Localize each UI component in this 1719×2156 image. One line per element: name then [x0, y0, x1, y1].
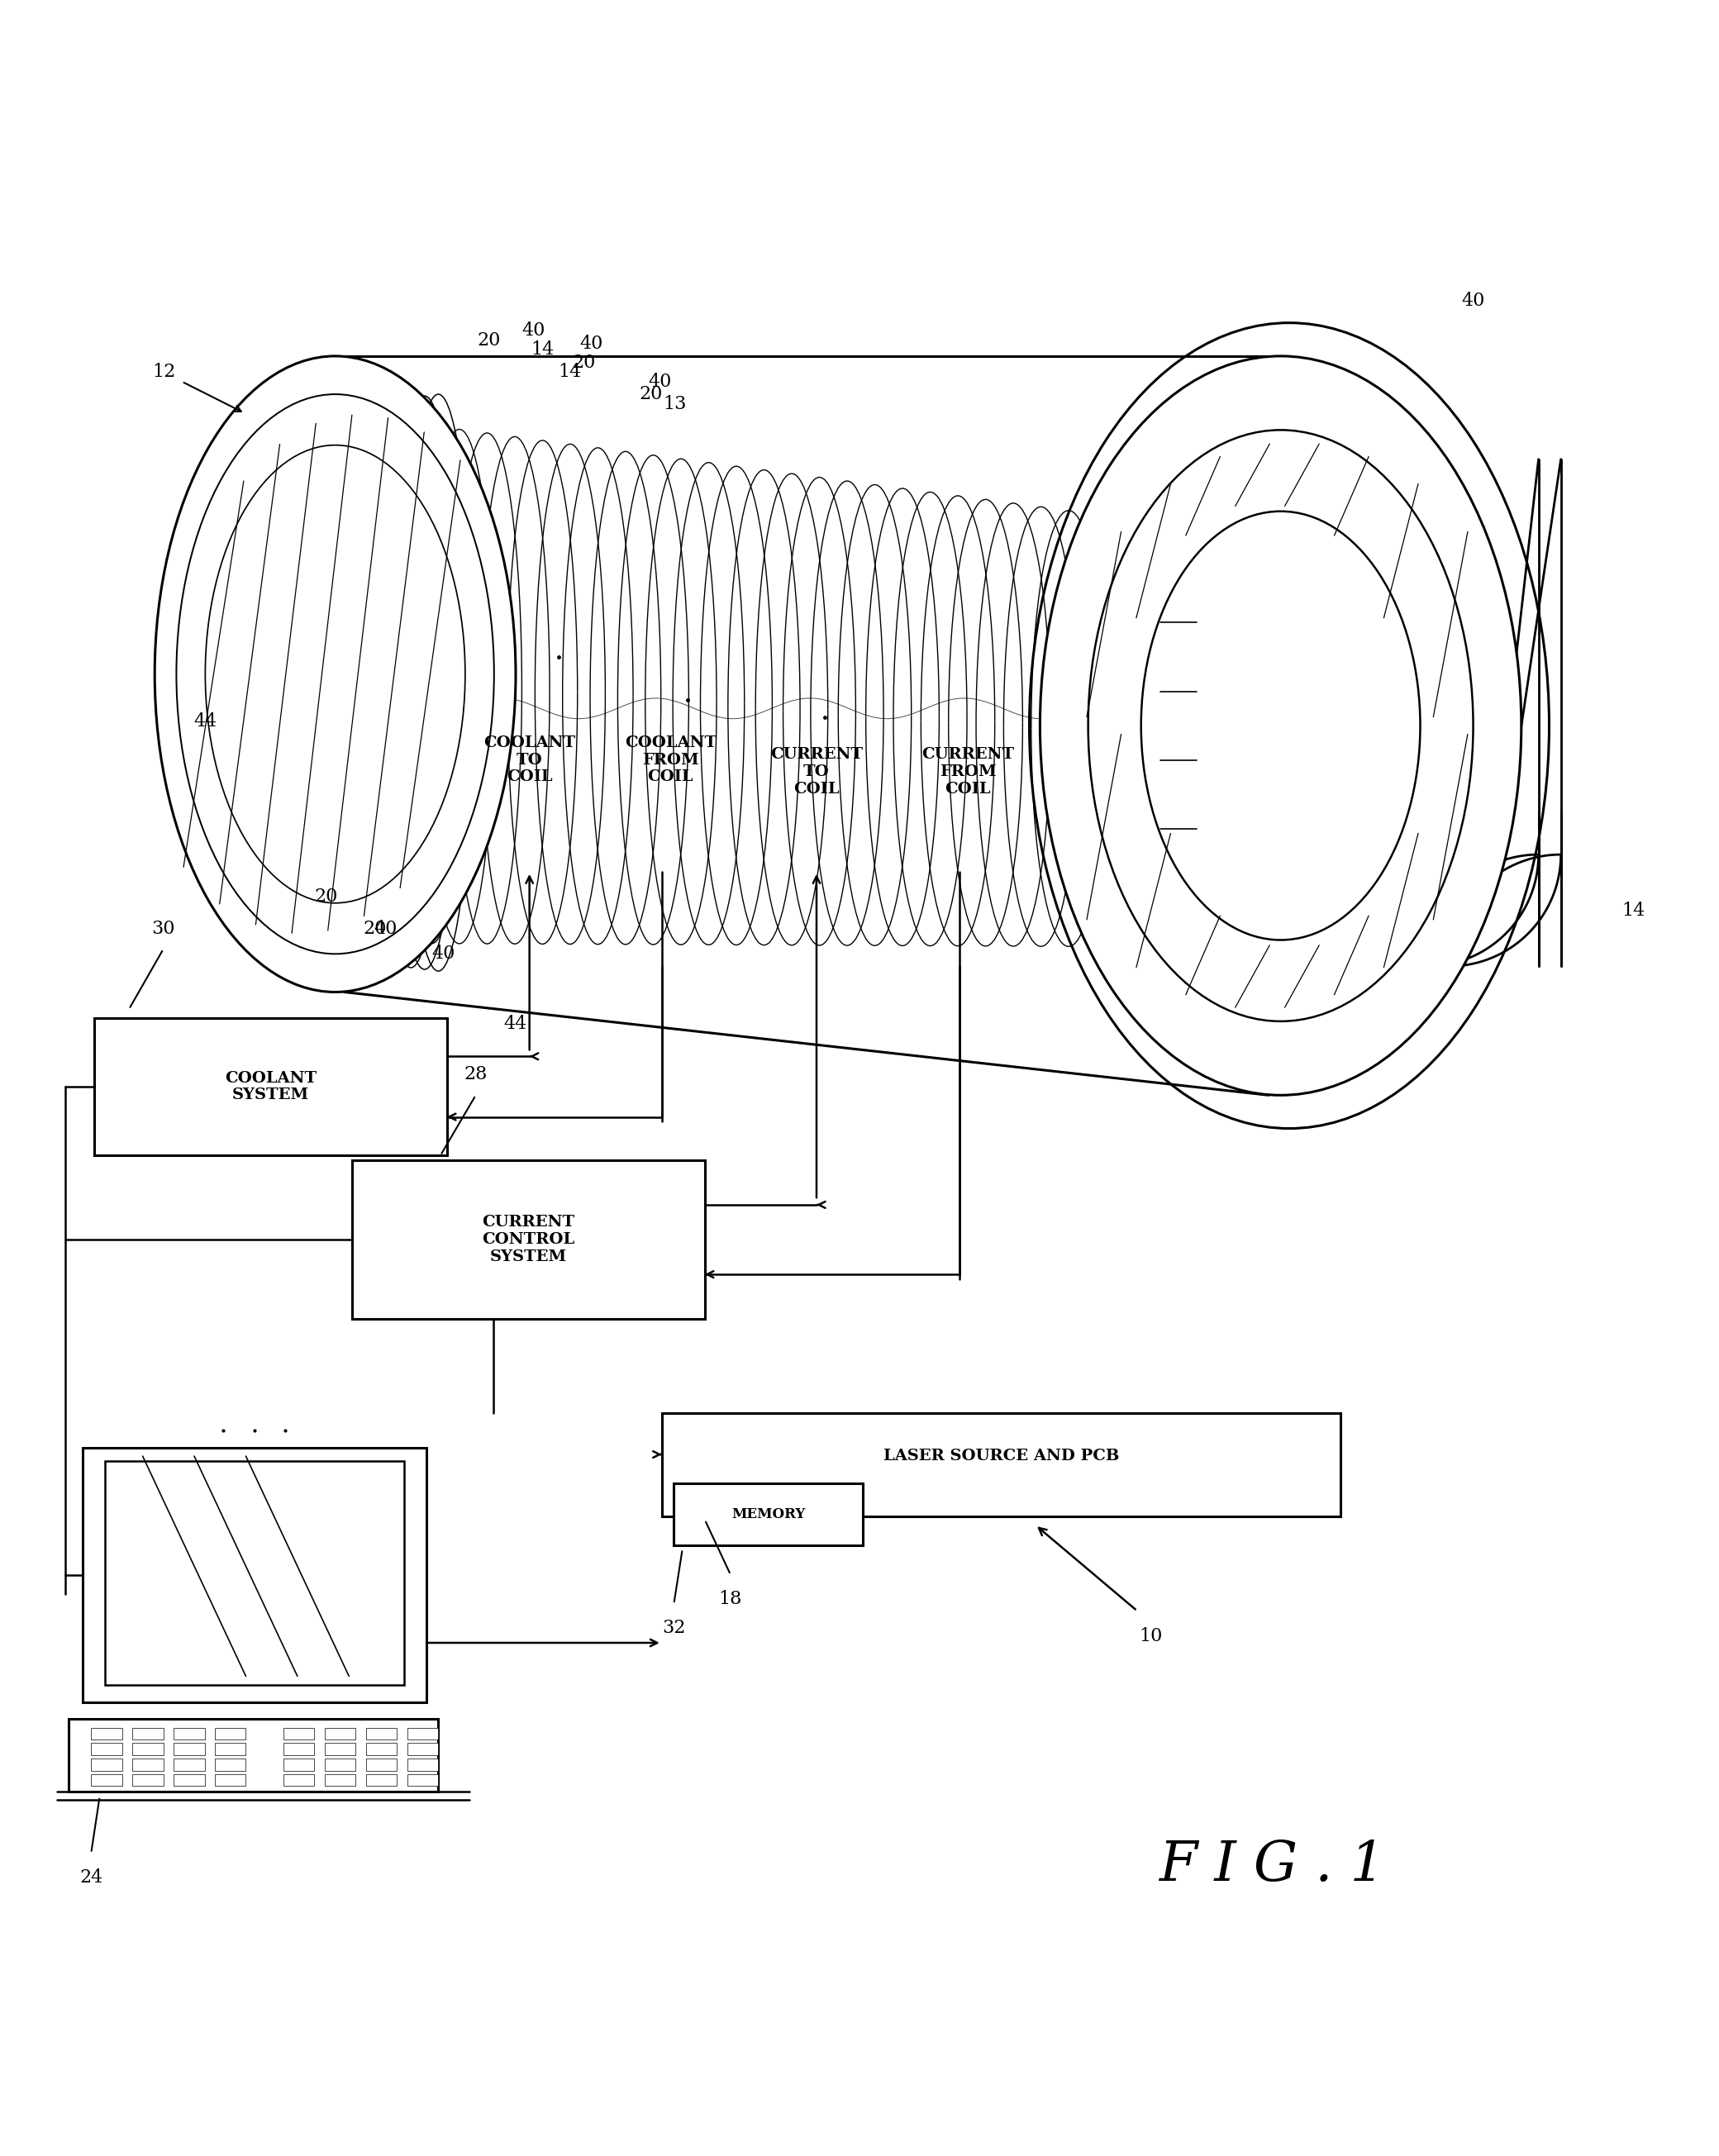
FancyBboxPatch shape	[325, 1727, 356, 1740]
Text: 40: 40	[1461, 291, 1485, 310]
Text: 32: 32	[662, 1619, 686, 1636]
Text: MEMORY: MEMORY	[732, 1507, 804, 1522]
FancyBboxPatch shape	[284, 1727, 315, 1740]
FancyBboxPatch shape	[174, 1744, 205, 1755]
Ellipse shape	[1040, 356, 1521, 1095]
FancyBboxPatch shape	[284, 1759, 315, 1770]
Text: F I G . 1: F I G . 1	[1159, 1839, 1386, 1893]
Text: 20: 20	[476, 332, 500, 349]
Text: 44: 44	[504, 1015, 528, 1033]
Text: CURRENT
FROM
COIL: CURRENT FROM COIL	[921, 748, 1014, 798]
FancyBboxPatch shape	[174, 1727, 205, 1740]
FancyBboxPatch shape	[325, 1744, 356, 1755]
FancyBboxPatch shape	[366, 1727, 397, 1740]
FancyBboxPatch shape	[366, 1774, 397, 1785]
FancyBboxPatch shape	[352, 1160, 705, 1319]
FancyBboxPatch shape	[366, 1759, 397, 1770]
FancyBboxPatch shape	[215, 1744, 246, 1755]
Text: 28: 28	[464, 1065, 488, 1084]
Text: CURRENT
TO
COIL: CURRENT TO COIL	[770, 748, 863, 798]
FancyBboxPatch shape	[132, 1727, 163, 1740]
Text: 24: 24	[79, 1869, 103, 1886]
Text: 40: 40	[375, 918, 397, 938]
Text: 10: 10	[1140, 1628, 1162, 1645]
FancyBboxPatch shape	[407, 1744, 438, 1755]
FancyBboxPatch shape	[407, 1727, 438, 1740]
FancyBboxPatch shape	[407, 1759, 438, 1770]
Ellipse shape	[177, 395, 493, 953]
FancyBboxPatch shape	[91, 1759, 122, 1770]
Text: COOLANT
FROM
COIL: COOLANT FROM COIL	[624, 735, 717, 785]
FancyBboxPatch shape	[69, 1718, 438, 1792]
Text: 44: 44	[194, 714, 217, 731]
FancyBboxPatch shape	[284, 1744, 315, 1755]
Text: 40: 40	[523, 321, 545, 341]
Polygon shape	[316, 360, 1281, 373]
FancyBboxPatch shape	[83, 1447, 426, 1701]
FancyBboxPatch shape	[174, 1759, 205, 1770]
FancyBboxPatch shape	[132, 1744, 163, 1755]
Text: 40: 40	[648, 373, 672, 390]
Text: 20: 20	[639, 386, 664, 403]
FancyBboxPatch shape	[674, 1483, 863, 1546]
Text: COOLANT
TO
COIL: COOLANT TO COIL	[483, 735, 576, 785]
Text: 20: 20	[572, 354, 596, 371]
FancyBboxPatch shape	[366, 1744, 397, 1755]
Text: 20: 20	[363, 918, 387, 938]
FancyBboxPatch shape	[215, 1774, 246, 1785]
FancyBboxPatch shape	[91, 1744, 122, 1755]
FancyBboxPatch shape	[407, 1774, 438, 1785]
FancyBboxPatch shape	[91, 1727, 122, 1740]
Ellipse shape	[1088, 429, 1473, 1022]
Ellipse shape	[205, 444, 466, 903]
FancyBboxPatch shape	[174, 1774, 205, 1785]
Text: 14: 14	[1621, 901, 1645, 918]
FancyBboxPatch shape	[95, 1018, 447, 1156]
FancyBboxPatch shape	[132, 1774, 163, 1785]
FancyBboxPatch shape	[325, 1759, 356, 1770]
Text: 13: 13	[664, 395, 686, 412]
Ellipse shape	[1141, 511, 1420, 940]
FancyBboxPatch shape	[105, 1462, 404, 1684]
FancyBboxPatch shape	[325, 1774, 356, 1785]
Text: 14: 14	[531, 341, 555, 358]
Text: 30: 30	[151, 918, 175, 938]
Text: 20: 20	[315, 888, 339, 906]
Ellipse shape	[155, 356, 516, 992]
Text: 14: 14	[559, 362, 581, 382]
FancyBboxPatch shape	[132, 1759, 163, 1770]
FancyBboxPatch shape	[662, 1412, 1341, 1516]
Text: 40: 40	[431, 944, 456, 964]
Text: COOLANT
SYSTEM: COOLANT SYSTEM	[225, 1072, 316, 1102]
Text: 12: 12	[151, 362, 175, 382]
FancyBboxPatch shape	[91, 1774, 122, 1785]
Text: LASER SOURCE AND PCB: LASER SOURCE AND PCB	[884, 1449, 1119, 1464]
Text: 40: 40	[579, 334, 603, 351]
Text: CURRENT
CONTROL
SYSTEM: CURRENT CONTROL SYSTEM	[483, 1216, 574, 1263]
FancyBboxPatch shape	[215, 1727, 246, 1740]
FancyBboxPatch shape	[215, 1759, 246, 1770]
Text: 18: 18	[719, 1589, 743, 1608]
FancyBboxPatch shape	[284, 1774, 315, 1785]
